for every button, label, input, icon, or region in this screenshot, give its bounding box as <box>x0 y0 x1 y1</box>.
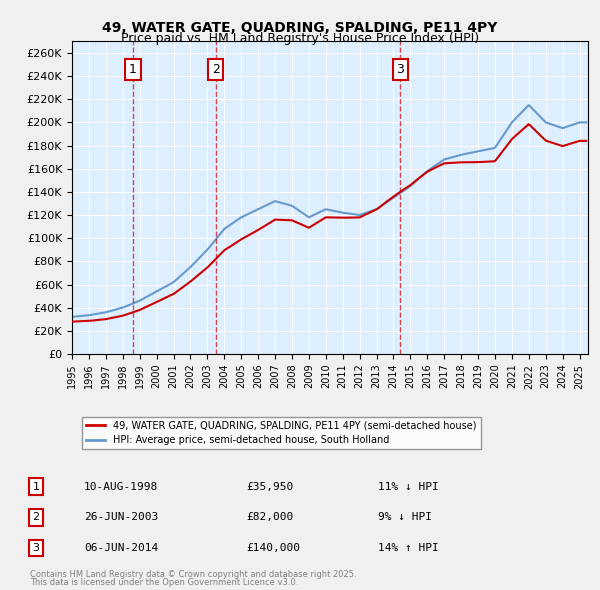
Text: 1: 1 <box>32 482 40 491</box>
Legend: 49, WATER GATE, QUADRING, SPALDING, PE11 4PY (semi-detached house), HPI: Average: 49, WATER GATE, QUADRING, SPALDING, PE11… <box>82 417 481 449</box>
Text: £140,000: £140,000 <box>246 543 300 553</box>
Text: 06-JUN-2014: 06-JUN-2014 <box>84 543 158 553</box>
Text: 26-JUN-2003: 26-JUN-2003 <box>84 513 158 522</box>
Text: 9% ↓ HPI: 9% ↓ HPI <box>378 513 432 522</box>
Text: 3: 3 <box>396 63 404 76</box>
Text: Price paid vs. HM Land Registry's House Price Index (HPI): Price paid vs. HM Land Registry's House … <box>121 32 479 45</box>
Text: £35,950: £35,950 <box>246 482 293 491</box>
Text: 11% ↓ HPI: 11% ↓ HPI <box>378 482 439 491</box>
Text: 49, WATER GATE, QUADRING, SPALDING, PE11 4PY: 49, WATER GATE, QUADRING, SPALDING, PE11… <box>103 21 497 35</box>
Text: 14% ↑ HPI: 14% ↑ HPI <box>378 543 439 553</box>
Text: 1: 1 <box>129 63 137 76</box>
Text: 2: 2 <box>32 513 40 522</box>
Text: Contains HM Land Registry data © Crown copyright and database right 2025.: Contains HM Land Registry data © Crown c… <box>30 571 356 579</box>
Text: 3: 3 <box>32 543 40 553</box>
Text: This data is licensed under the Open Government Licence v3.0.: This data is licensed under the Open Gov… <box>30 578 298 587</box>
Text: 2: 2 <box>212 63 220 76</box>
Text: £82,000: £82,000 <box>246 513 293 522</box>
Text: 10-AUG-1998: 10-AUG-1998 <box>84 482 158 491</box>
